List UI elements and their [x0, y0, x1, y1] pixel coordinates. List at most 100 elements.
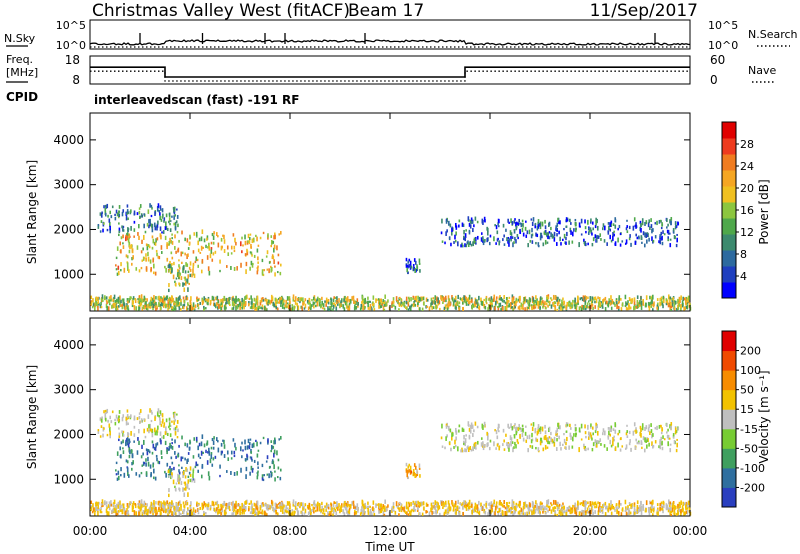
velocity-echo-cell	[209, 504, 212, 509]
power-echo-cell	[470, 243, 473, 247]
power-echo-cell	[531, 305, 533, 310]
velocity-echo-cell	[613, 438, 615, 442]
velocity-echo-cell	[484, 444, 486, 447]
velocity-echo-cell	[362, 508, 364, 513]
velocity-echo-cell	[401, 506, 404, 511]
velocity-echo-cell	[227, 457, 230, 462]
power-echo-cell	[507, 239, 509, 244]
velocity-echo-cell	[441, 423, 443, 429]
velocity-echo-cell	[400, 503, 402, 506]
power-echo-cell	[546, 234, 548, 238]
velocity-echo-cell	[574, 509, 577, 515]
power-echo-cell	[638, 304, 641, 307]
power-echo-cell	[523, 296, 526, 302]
power-echo-cell	[574, 304, 577, 310]
colorbar-tick-label: 4	[740, 270, 747, 283]
power-echo-cell	[203, 238, 206, 243]
power-echo-cell	[222, 234, 224, 237]
power-echo-cell	[454, 222, 457, 228]
power-echo-cell	[228, 301, 231, 304]
velocity-echo-cell	[452, 505, 455, 511]
velocity-echo-cell	[332, 513, 334, 516]
power-echo-cell	[583, 305, 585, 310]
velocity-echo-cell	[477, 508, 480, 512]
power-echo-cell	[446, 307, 449, 311]
velocity-echo-cell	[114, 505, 117, 508]
colorbar-tick-label: 12	[740, 226, 754, 239]
power-echo-cell	[458, 307, 460, 311]
velocity-echo-cell	[111, 410, 114, 414]
power-echo-cell	[521, 223, 524, 227]
velocity-echo-cell	[202, 451, 204, 454]
velocity-echo-cell	[250, 500, 252, 505]
power-echo-cell	[233, 302, 236, 307]
power-echo-cell	[126, 232, 129, 237]
power-echo-cell	[513, 230, 516, 234]
power-echo-cell	[667, 238, 670, 242]
velocity-echo-cell	[552, 440, 555, 444]
velocity-echo-cell	[147, 414, 150, 419]
power-echo-cell	[436, 305, 438, 309]
velocity-echo-cell	[150, 428, 153, 433]
velocity-echo-cell	[391, 507, 394, 512]
velocity-echo-cell	[140, 471, 143, 475]
velocity-echo-cell	[643, 448, 646, 453]
power-echo-cell	[176, 208, 178, 211]
power-echo-cell	[496, 238, 499, 242]
power-echo-cell	[296, 302, 299, 307]
power-echo-cell	[666, 299, 669, 304]
velocity-echo-cell	[558, 426, 560, 430]
power-echo-cell	[173, 208, 176, 213]
velocity-echo-cell	[164, 431, 167, 436]
power-echo-cell	[446, 229, 448, 233]
power-echo-cell	[436, 298, 438, 302]
velocity-echo-cell	[225, 502, 228, 507]
power-echo-cell	[514, 218, 516, 221]
power-echo-cell	[508, 221, 510, 224]
velocity-echo-cell	[672, 502, 674, 506]
power-echo-cell	[577, 300, 579, 303]
power-echo-cell	[136, 212, 139, 216]
power-echo-cell	[665, 302, 668, 306]
velocity-echo-cell	[222, 439, 224, 442]
velocity-echo-cell	[164, 440, 167, 446]
power-echo-cell	[245, 261, 248, 267]
power-echo-cell	[685, 305, 688, 309]
velocity-echo-cell	[552, 499, 555, 505]
velocity-echo-cell	[148, 429, 150, 434]
power-echo-cell	[221, 245, 223, 249]
velocity-echo-cell	[542, 505, 544, 509]
velocity-echo-cell	[316, 503, 318, 506]
velocity-echo-cell	[452, 432, 454, 437]
power-echo-cell	[586, 302, 589, 306]
velocity-echo-cell	[235, 505, 237, 510]
power-echo-cell	[484, 239, 486, 242]
power-echo-cell	[300, 298, 302, 301]
power-echo-cell	[160, 302, 163, 307]
power-echo-cell	[129, 244, 131, 250]
power-echo-cell	[464, 243, 466, 248]
velocity-echo-cell	[456, 506, 459, 511]
power-echo-cell	[98, 296, 100, 300]
velocity-echo-cell	[527, 504, 529, 510]
power-echo-cell	[231, 300, 234, 306]
power-echo-cell	[478, 295, 480, 301]
velocity-echo-cell	[244, 501, 246, 505]
velocity-echo-cell	[536, 507, 538, 511]
velocity-echo-cell	[361, 506, 363, 509]
velocity-echo-cell	[461, 449, 464, 453]
power-echo-cell	[174, 246, 176, 250]
velocity-echo-cell	[639, 425, 642, 430]
velocity-echo-cell	[247, 445, 249, 448]
velocity-echo-cell	[165, 508, 167, 514]
power-echo-cell	[279, 263, 282, 267]
power-echo-cell	[600, 238, 602, 241]
velocity-echo-cell	[113, 499, 116, 504]
velocity-echo-cell	[473, 442, 476, 447]
velocity-echo-cell	[187, 479, 190, 484]
power-echo-cell	[569, 304, 572, 309]
velocity-echo-cell	[461, 447, 463, 453]
power-echo-cell	[531, 221, 534, 227]
velocity-echo-cell	[551, 441, 554, 444]
velocity-echo-cell	[617, 442, 619, 448]
